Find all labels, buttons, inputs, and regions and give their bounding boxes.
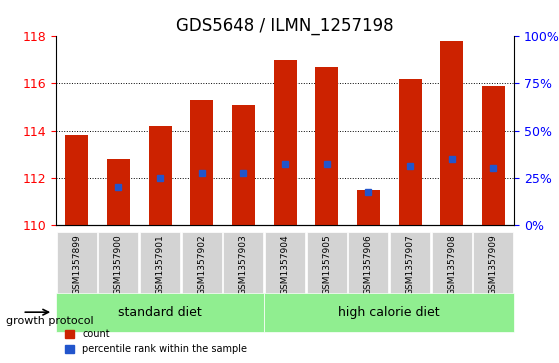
Text: high calorie diet: high calorie diet	[338, 306, 440, 319]
Text: GSM1357909: GSM1357909	[489, 234, 498, 295]
FancyBboxPatch shape	[98, 232, 139, 298]
Bar	[65, 135, 88, 225]
Text: GSM1357900: GSM1357900	[114, 234, 123, 295]
Bar	[149, 126, 172, 225]
Text: GSM1357902: GSM1357902	[197, 234, 206, 295]
Bar	[482, 86, 505, 225]
FancyBboxPatch shape	[56, 232, 97, 298]
FancyBboxPatch shape	[265, 232, 305, 298]
Text: growth protocol: growth protocol	[6, 316, 93, 326]
Bar	[107, 159, 130, 225]
FancyBboxPatch shape	[432, 232, 472, 298]
Text: GSM1357907: GSM1357907	[406, 234, 415, 295]
Text: GSM1357908: GSM1357908	[447, 234, 456, 295]
Text: GSM1357899: GSM1357899	[72, 234, 81, 295]
Bar	[440, 41, 463, 225]
FancyBboxPatch shape	[307, 232, 347, 298]
FancyBboxPatch shape	[348, 232, 389, 298]
FancyBboxPatch shape	[224, 232, 263, 298]
Text: GSM1357906: GSM1357906	[364, 234, 373, 295]
Title: GDS5648 / ILMN_1257198: GDS5648 / ILMN_1257198	[176, 17, 394, 35]
Bar	[399, 79, 421, 225]
FancyBboxPatch shape	[56, 293, 264, 332]
Text: GSM1357905: GSM1357905	[322, 234, 331, 295]
Bar	[315, 67, 338, 225]
Bar	[190, 100, 213, 225]
FancyBboxPatch shape	[390, 232, 430, 298]
FancyBboxPatch shape	[140, 232, 180, 298]
Bar	[232, 105, 255, 225]
Bar	[357, 189, 380, 225]
Bar	[274, 60, 296, 225]
Text: GSM1357901: GSM1357901	[155, 234, 164, 295]
FancyBboxPatch shape	[264, 293, 514, 332]
Text: standard diet: standard diet	[118, 306, 202, 319]
FancyBboxPatch shape	[473, 232, 514, 298]
Legend: count, percentile rank within the sample: count, percentile rank within the sample	[61, 326, 251, 358]
FancyBboxPatch shape	[182, 232, 222, 298]
Text: GSM1357903: GSM1357903	[239, 234, 248, 295]
Text: GSM1357904: GSM1357904	[281, 234, 290, 295]
